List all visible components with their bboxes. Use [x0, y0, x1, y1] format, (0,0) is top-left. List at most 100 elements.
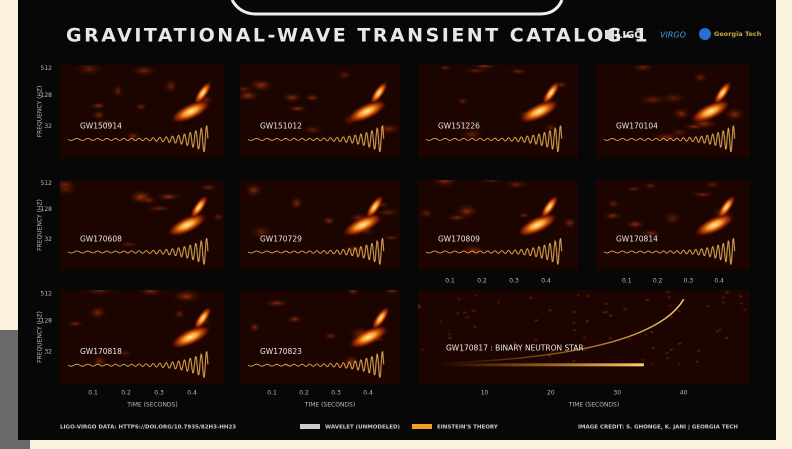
- noise-blob: [639, 357, 646, 362]
- theory-waveform: [425, 238, 562, 265]
- time-tick: 20: [547, 390, 555, 397]
- noise-blob: [459, 244, 488, 257]
- frequency-tick: 128: [41, 92, 53, 99]
- theory-waveform: [603, 238, 735, 265]
- noise-blob: [454, 203, 480, 219]
- event-label: GW170818: [80, 347, 122, 356]
- theory-waveform: [247, 238, 384, 265]
- time-tick: 0.1: [88, 390, 98, 397]
- chirp-glow: [365, 195, 384, 219]
- time-tick: 0.2: [653, 278, 663, 285]
- noise-blob: [247, 77, 275, 93]
- noise-blob: [532, 337, 539, 342]
- chirp-glow: [713, 81, 732, 105]
- noise-blob: [87, 305, 108, 321]
- noise-blob: [584, 293, 591, 298]
- noise-blob: [438, 65, 452, 71]
- noise-blob: [458, 119, 473, 128]
- gt-icon: [699, 28, 711, 40]
- noise-blob: [720, 295, 727, 300]
- noise-blob: [723, 106, 746, 122]
- spectrogram: [240, 69, 400, 152]
- frame-outline: [230, 0, 564, 16]
- time-tick: 0.1: [267, 390, 277, 397]
- logo-georgia-tech: Georgia Tech: [714, 30, 762, 38]
- noise-blob: [512, 340, 519, 345]
- noise-blob: [323, 331, 338, 341]
- logo-ligo: LIGO: [616, 30, 643, 41]
- noise-blob: [198, 183, 219, 192]
- frequency-tick: 128: [41, 206, 53, 213]
- noise-blob: [642, 182, 658, 190]
- event-label: GW150914: [80, 121, 122, 130]
- data-credit: LIGO-VIRGO DATA: HTTPS://DOI.ORG/10.7935…: [60, 425, 236, 431]
- chirp-glow: [717, 195, 736, 219]
- chirp-glow: [348, 325, 389, 349]
- spectrogram: [425, 65, 568, 152]
- noise-blob: [456, 96, 470, 107]
- noise-blob: [720, 300, 727, 305]
- noise-blob: [73, 65, 105, 77]
- frequency-tick: 512: [41, 290, 53, 297]
- noise-blob: [675, 308, 682, 313]
- time-tick: 0.2: [477, 278, 487, 285]
- theory-waveform: [67, 125, 209, 152]
- chirp-glow: [193, 81, 212, 105]
- noise-blob: [173, 308, 186, 320]
- noise-blob: [607, 336, 614, 341]
- spectrogram: [418, 180, 578, 265]
- time-tick: 0.4: [363, 390, 373, 397]
- noise-blob: [676, 341, 683, 346]
- noise-blob: [418, 207, 434, 219]
- noise-blob: [456, 296, 463, 301]
- noise-blob: [667, 303, 674, 308]
- noise-blob: [738, 301, 745, 306]
- spectrogram: [602, 180, 736, 265]
- poster-title: Gravitational-Wave Transient Catalog-1: [66, 25, 650, 47]
- noise-blob: [695, 348, 702, 353]
- time-axis-label: TIME (SECONDS): [126, 402, 177, 409]
- noise-blob: [507, 67, 528, 75]
- frequency-tick: 512: [41, 180, 53, 187]
- noise-blob: [575, 292, 582, 297]
- noise-blob: [625, 218, 646, 230]
- noise-blob: [454, 311, 461, 316]
- noise-blob: [94, 119, 120, 127]
- time-tick: 0.1: [622, 278, 632, 285]
- chirp-glow: [170, 99, 212, 124]
- theory-waveform: [67, 351, 209, 378]
- noise-blob: [621, 307, 628, 312]
- noise-blob: [446, 335, 453, 340]
- noise-blob: [437, 319, 444, 324]
- bns-wave: [438, 363, 644, 367]
- noise-blob: [604, 309, 611, 314]
- legend-swatch-wavelet: [300, 424, 320, 429]
- noise-blob: [702, 180, 723, 190]
- noise-blob: [724, 290, 731, 295]
- noise-blob: [636, 93, 669, 107]
- chirp-glow: [190, 195, 209, 219]
- noise-blob: [287, 105, 308, 113]
- event-label: GW170104: [616, 121, 658, 130]
- wavelet-waveform: [248, 351, 385, 378]
- legend-swatch-theory: [412, 424, 432, 429]
- noise-blob: [460, 67, 491, 75]
- frequency-tick: 128: [41, 318, 53, 325]
- noise-blob: [125, 131, 142, 142]
- noise-blob: [671, 106, 692, 121]
- noise-blob: [666, 295, 673, 300]
- noise-blob: [60, 181, 79, 197]
- noise-blob: [288, 195, 305, 211]
- wavelet-waveform: [604, 238, 736, 265]
- noise-blob: [374, 122, 400, 136]
- wavelet-waveform: [68, 125, 209, 152]
- time-tick: 0.4: [541, 278, 551, 285]
- noise-blob: [664, 356, 671, 361]
- time-tick: 40: [680, 390, 688, 397]
- noise-blob: [644, 298, 651, 303]
- chirp-glow: [694, 213, 735, 237]
- wavelet-waveform: [426, 125, 563, 152]
- noise-blob: [170, 290, 203, 304]
- noise-blob: [626, 337, 633, 342]
- noise-blob: [470, 308, 477, 313]
